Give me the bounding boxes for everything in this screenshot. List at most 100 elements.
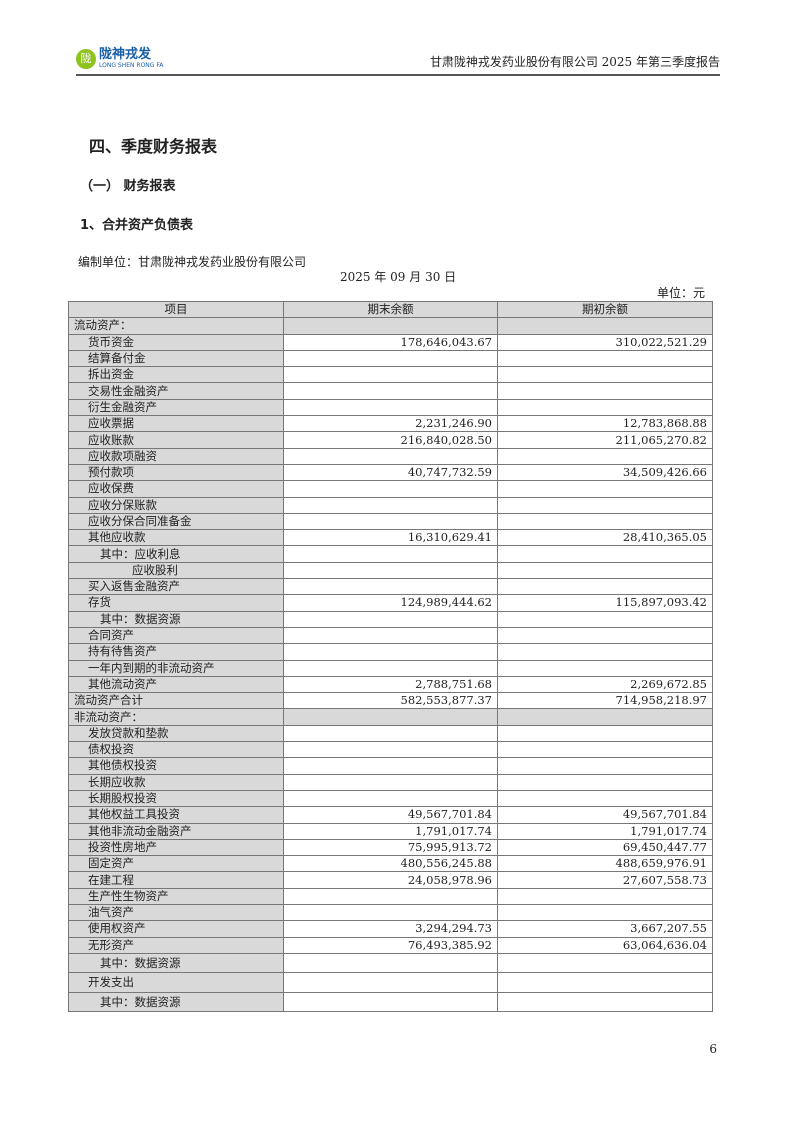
end-balance-cell — [283, 447, 498, 465]
begin-balance-cell — [497, 610, 713, 628]
begin-balance-cell: 115,897,093.42 — [497, 594, 713, 612]
row-label: 其他流动资产 — [68, 675, 284, 694]
table-row: 其他非流动金融资产 1,791,017.74 1,791,017.74 — [68, 822, 713, 840]
column-header-begin-balance: 期初余额 — [497, 300, 713, 319]
currency-unit: 单位：元 — [656, 286, 705, 300]
statement-title: 1、合并资产负债表 — [80, 218, 194, 233]
end-balance-cell: 49,567,701.84 — [283, 806, 498, 824]
begin-balance-cell: 2,269,672.85 — [497, 675, 713, 694]
begin-balance-cell — [497, 708, 713, 726]
table-row: 货币资金 178,646,043.67 310,022,521.29 — [68, 333, 713, 351]
row-label: 应收账款 — [68, 431, 284, 449]
subsection-title: （一） 财务报表 — [80, 179, 176, 194]
table-row: 使用权资产 3,294,294.73 3,667,207.55 — [68, 920, 713, 938]
row-label: 拆出资金 — [68, 366, 284, 384]
column-header-end-balance: 期末余额 — [283, 300, 498, 319]
table-row: 生产性生物资产 — [68, 887, 713, 905]
row-label: 其中：数据资源 — [68, 952, 284, 974]
end-balance-cell: 40,747,732.59 — [283, 463, 498, 482]
end-balance-cell — [283, 626, 498, 645]
row-label: 无形资产 — [68, 936, 284, 954]
begin-balance-cell: 12,783,868.88 — [497, 415, 713, 433]
table-row: 交易性金融资产 — [68, 382, 713, 400]
end-balance-cell: 178,646,043.67 — [283, 333, 498, 351]
begin-balance-cell — [497, 903, 713, 922]
logo-text-cn: 陇神戎发 — [99, 47, 152, 62]
table-row: 开发支出 — [68, 972, 713, 993]
end-balance-cell: 76,493,385.92 — [283, 936, 498, 954]
begin-balance-cell — [497, 741, 713, 759]
page-number: 6 — [709, 1042, 717, 1056]
row-label: 持有待售资产 — [68, 643, 284, 661]
table-row: 结算备付金 — [68, 349, 713, 368]
end-balance-cell: 1,791,017.74 — [283, 822, 498, 840]
begin-balance-cell — [497, 972, 713, 993]
row-label: 其中：数据资源 — [68, 610, 284, 628]
end-balance-cell: 75,995,913.72 — [283, 838, 498, 857]
statement-date: 2025 年 09 月 30 日 — [340, 270, 457, 284]
report-title: 甘肃陇神戎发药业股份有限公司 2025 年第三季度报告 — [429, 55, 720, 69]
begin-balance-cell — [497, 952, 713, 974]
begin-balance-cell — [497, 382, 713, 400]
logo-icon: 陇 — [76, 48, 96, 69]
begin-balance-cell: 488,659,976.91 — [497, 855, 713, 873]
row-label: 应收分保合同准备金 — [68, 512, 284, 531]
table-row: 拆出资金 — [68, 366, 713, 384]
begin-balance-cell: 211,065,270.82 — [497, 431, 713, 449]
end-balance-cell — [283, 349, 498, 368]
row-label: 应收款项融资 — [68, 447, 284, 465]
begin-balance-cell — [497, 398, 713, 417]
end-balance-cell: 2,231,246.90 — [283, 415, 498, 433]
begin-balance-cell: 69,450,447.77 — [497, 838, 713, 857]
row-label: 发放贷款和垫款 — [68, 724, 284, 743]
table-row: 其中：数据资源 — [68, 991, 713, 1013]
logo-text-en: LONG SHEN RONG FA — [99, 62, 164, 69]
table-row: 其中：应收利息 — [68, 545, 713, 563]
end-balance-cell — [283, 561, 498, 580]
begin-balance-cell — [497, 349, 713, 368]
row-label: 生产性生物资产 — [68, 887, 284, 905]
table-row: 发放贷款和垫款 — [68, 724, 713, 743]
end-balance-cell — [283, 708, 498, 726]
begin-balance-cell — [497, 496, 713, 514]
end-balance-cell — [283, 643, 498, 661]
end-balance-cell: 216,840,028.50 — [283, 431, 498, 449]
begin-balance-cell: 3,667,207.55 — [497, 920, 713, 938]
table-row: 固定资产 480,556,245.88 488,659,976.91 — [68, 855, 713, 873]
end-balance-cell — [283, 496, 498, 514]
end-balance-cell: 16,310,629.41 — [283, 529, 498, 547]
column-header-item: 项目 — [68, 300, 284, 319]
end-balance-cell — [283, 545, 498, 563]
begin-balance-cell — [497, 512, 713, 531]
begin-balance-cell: 27,607,558.73 — [497, 871, 713, 889]
end-balance-cell: 24,058,978.96 — [283, 871, 498, 889]
begin-balance-cell — [497, 578, 713, 596]
row-label: 债权投资 — [68, 741, 284, 759]
end-balance-cell: 3,294,294.73 — [283, 920, 498, 938]
begin-balance-cell — [497, 724, 713, 743]
begin-balance-cell — [497, 447, 713, 465]
begin-balance-cell — [497, 561, 713, 580]
row-label: 长期应收款 — [68, 773, 284, 791]
begin-balance-cell: 714,958,218.97 — [497, 692, 713, 710]
table-row: 持有待售资产 — [68, 643, 713, 661]
begin-balance-cell — [497, 317, 713, 335]
row-label: 其中：应收利息 — [68, 545, 284, 563]
table-row: 应收款项融资 — [68, 447, 713, 465]
row-label: 预付款项 — [68, 463, 284, 482]
table-row: 流动资产： — [68, 317, 713, 335]
end-balance-cell — [283, 659, 498, 677]
begin-balance-cell — [497, 887, 713, 905]
end-balance-cell — [283, 887, 498, 905]
row-label: 应收股利 — [68, 561, 284, 580]
row-label: 其他非流动金融资产 — [68, 822, 284, 840]
begin-balance-cell — [497, 366, 713, 384]
table-row: 其他应收款 16,310,629.41 28,410,365.05 — [68, 529, 713, 547]
row-label: 其他债权投资 — [68, 757, 284, 775]
balance-sheet-table: 项目 期末余额 期初余额 流动资产： 货币资金 178,646,043.67 310,… — [68, 300, 713, 1013]
end-balance-cell — [283, 952, 498, 974]
section-title: 四、季度财务报表 — [89, 137, 218, 156]
end-balance-cell — [283, 773, 498, 791]
end-balance-cell: 582,553,877.37 — [283, 692, 498, 710]
table-row: 非流动资产： — [68, 708, 713, 726]
